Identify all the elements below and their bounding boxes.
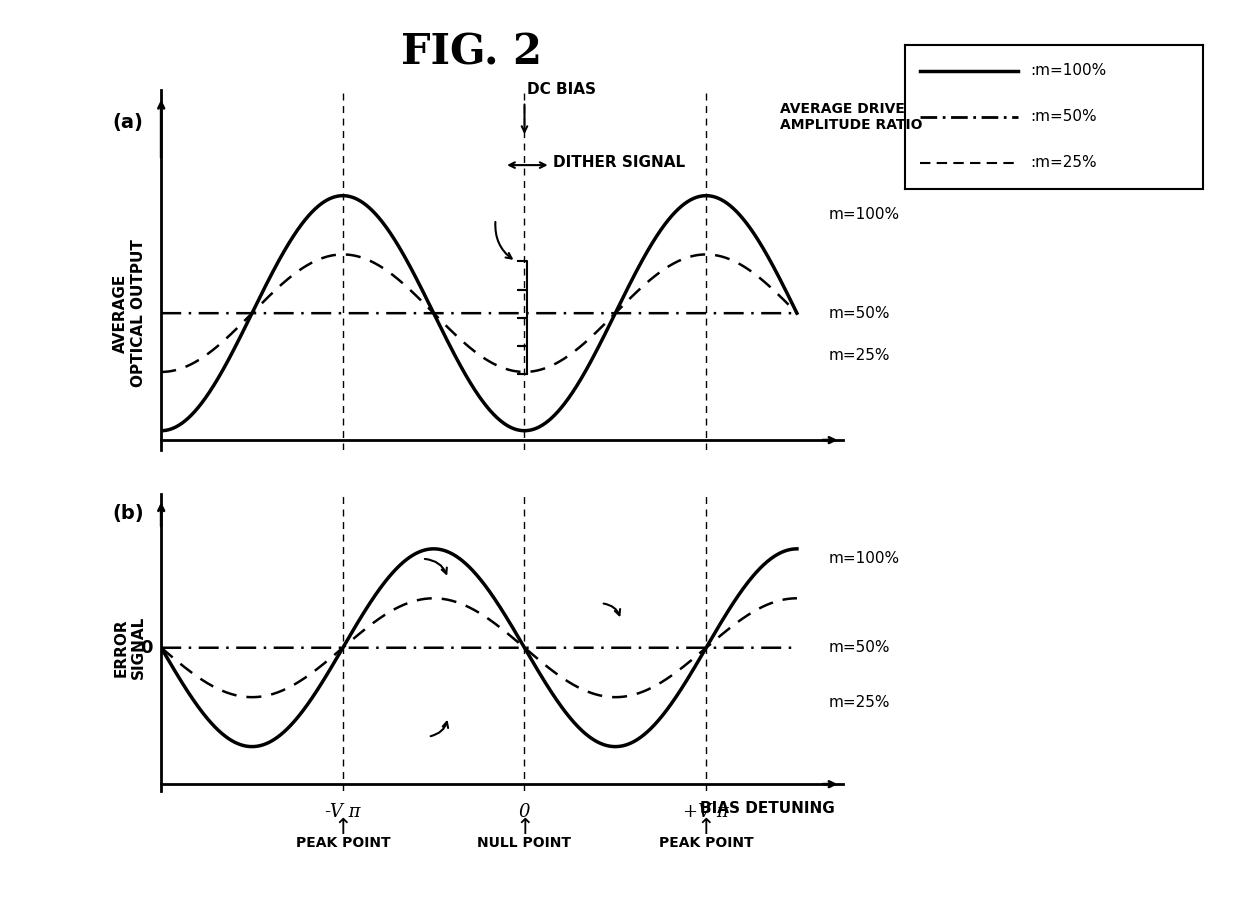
Text: +V π: +V π (683, 803, 729, 821)
Text: :m=50%: :m=50% (1030, 110, 1097, 124)
Text: ↑: ↑ (515, 818, 533, 838)
Text: m=50%: m=50% (828, 306, 890, 321)
Text: ↑: ↑ (697, 818, 715, 838)
Text: (b): (b) (112, 504, 144, 523)
Text: BIAS DETUNING: BIAS DETUNING (699, 801, 835, 816)
Text: AVERAGE
OPTICAL OUTPUT: AVERAGE OPTICAL OUTPUT (113, 239, 145, 387)
Text: DC BIAS: DC BIAS (527, 82, 596, 97)
Text: DITHER SIGNAL: DITHER SIGNAL (553, 156, 686, 170)
Text: -V π: -V π (325, 803, 361, 821)
Text: ↑: ↑ (334, 818, 352, 838)
Text: m=100%: m=100% (828, 207, 900, 222)
Text: AVERAGE DRIVE
AMPLITUDE RATIO: AVERAGE DRIVE AMPLITUDE RATIO (780, 102, 923, 132)
Text: 0: 0 (518, 803, 531, 821)
Text: ERROR
SIGNAL: ERROR SIGNAL (113, 616, 145, 680)
Text: (a): (a) (112, 113, 143, 132)
Text: PEAK POINT: PEAK POINT (658, 836, 754, 850)
Text: 0: 0 (140, 638, 153, 657)
Text: :m=25%: :m=25% (1030, 156, 1097, 171)
Text: m=25%: m=25% (828, 695, 890, 709)
Text: FIG. 2: FIG. 2 (401, 31, 542, 74)
Text: m=50%: m=50% (828, 640, 890, 655)
Text: NULL POINT: NULL POINT (477, 836, 572, 850)
Text: m=100%: m=100% (828, 551, 900, 566)
Text: :m=100%: :m=100% (1030, 63, 1106, 78)
Text: PEAK POINT: PEAK POINT (295, 836, 391, 850)
Text: m=25%: m=25% (828, 348, 890, 363)
